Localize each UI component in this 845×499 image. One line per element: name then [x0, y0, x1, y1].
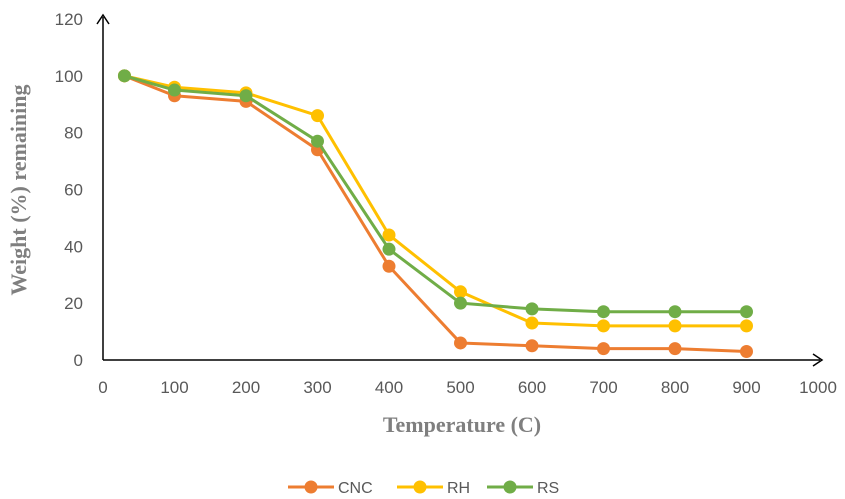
data-point-rs — [525, 302, 539, 316]
data-point-rs — [168, 83, 181, 97]
data-point-rs — [311, 134, 324, 148]
data-point-cnc — [454, 336, 467, 350]
series-cnc — [117, 69, 753, 358]
data-point-cnc — [525, 339, 539, 353]
legend-label-cnc: CNC — [338, 480, 373, 497]
legend-item-rs: RS — [487, 480, 559, 497]
data-point-rh — [382, 228, 396, 242]
series-line-cnc — [123, 74, 747, 353]
legend-marker-cnc — [304, 480, 318, 494]
x-tick-label: 700 — [589, 378, 617, 397]
x-tick-label: 300 — [303, 378, 331, 397]
data-point-cnc — [668, 342, 682, 356]
legend-marker-rs — [503, 480, 517, 494]
y-tick-label: 60 — [64, 181, 83, 200]
y-tick-label: 120 — [55, 10, 83, 29]
x-axis-title: Temperature (C) — [383, 412, 541, 437]
data-point-rs — [740, 305, 753, 319]
data-point-cnc — [740, 344, 753, 358]
y-tick-label: 20 — [64, 294, 83, 313]
legend-item-rh: RH — [397, 480, 470, 497]
data-point-rh — [311, 109, 324, 123]
data-point-rs — [597, 305, 610, 319]
data-point-cnc — [382, 259, 396, 273]
series-line-rs — [124, 74, 747, 314]
y-tick-label: 80 — [64, 124, 83, 143]
x-tick-label: 1000 — [799, 378, 837, 397]
data-point-rh — [668, 319, 682, 333]
y-axis-arrow — [96, 13, 110, 25]
x-tick-label: 200 — [232, 378, 260, 397]
x-tick-label: 100 — [160, 378, 188, 397]
x-tick-label: 800 — [661, 378, 689, 397]
data-point-rh — [740, 319, 753, 333]
data-point-rs — [668, 305, 682, 319]
data-point-rs — [239, 89, 253, 103]
data-point-cnc — [597, 342, 610, 356]
tick-labels: 0 100 200 300 400 500 600 700 800 900 1000 0 20 40 60 8… — [55, 10, 837, 397]
legend-label-rs: RS — [537, 480, 559, 497]
legend-label-rh: RH — [447, 480, 470, 497]
data-point-rs — [382, 242, 396, 256]
y-axis-title: Weight (%) remaining — [6, 84, 31, 295]
y-tick-label: 100 — [55, 67, 83, 86]
data-point-rs — [117, 69, 131, 83]
series-line-rh — [124, 74, 747, 328]
x-tick-label: 400 — [375, 378, 403, 397]
series — [117, 69, 753, 358]
data-point-rh — [597, 319, 610, 333]
data-point-rs — [454, 296, 467, 310]
y-tick-label: 0 — [74, 351, 83, 370]
legend-marker-rh — [413, 480, 427, 494]
x-tick-label: 600 — [518, 378, 546, 397]
data-point-rh — [525, 316, 539, 330]
data-point-rh — [454, 285, 467, 299]
legend: CNC RH RS — [288, 480, 559, 497]
x-tick-label: 900 — [732, 378, 760, 397]
y-tick-label: 40 — [64, 237, 83, 256]
series-rh — [117, 69, 753, 333]
axes — [96, 13, 824, 367]
x-tick-label: 0 — [98, 378, 107, 397]
x-axis-arrow — [812, 353, 824, 367]
x-tick-label: 500 — [446, 378, 474, 397]
series-rs — [117, 69, 753, 319]
legend-item-cnc: CNC — [288, 480, 373, 497]
